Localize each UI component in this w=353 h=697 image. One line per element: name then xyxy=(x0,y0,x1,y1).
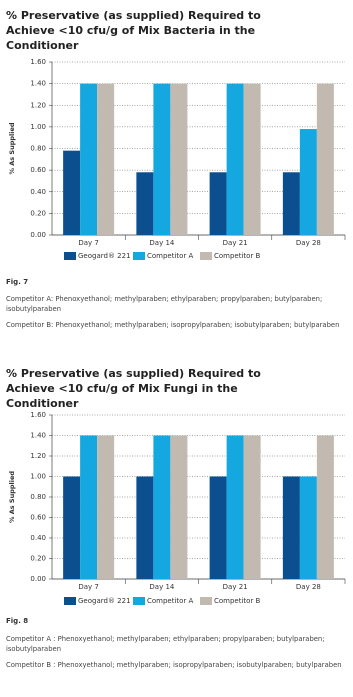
x-tick-label: Day 28 xyxy=(296,239,321,247)
y-tick-label: 0.60 xyxy=(30,514,46,522)
y-tick-label: 0.80 xyxy=(30,145,46,153)
chart-title: % Preservative (as supplied) Required to… xyxy=(6,367,261,410)
y-tick-label: 0.00 xyxy=(30,575,46,583)
y-tick-label: 0.20 xyxy=(30,555,46,563)
bar xyxy=(97,83,115,235)
bar xyxy=(136,476,154,579)
y-axis-label: % As Supplied xyxy=(8,471,16,523)
bar xyxy=(282,172,300,235)
figure-note: Competitor A: Phenoxyethanol; methylpara… xyxy=(6,295,323,313)
bar xyxy=(97,435,115,579)
legend-label: Geogard® 221 xyxy=(78,597,131,605)
chart-title: % Preservative (as supplied) Required to… xyxy=(6,9,261,52)
legend-label: Competitor A xyxy=(147,252,194,260)
legend-label: Competitor B xyxy=(214,597,261,605)
figure-label: Fig. 8 xyxy=(6,617,29,625)
y-tick-label: 1.00 xyxy=(30,473,46,481)
bar xyxy=(80,83,98,235)
legend-swatch xyxy=(64,597,76,605)
y-tick-label: 0.20 xyxy=(30,209,46,217)
bar xyxy=(226,435,244,579)
legend-swatch xyxy=(133,597,145,605)
legend-swatch xyxy=(200,597,212,605)
bar xyxy=(80,435,98,579)
bar xyxy=(282,476,300,579)
bar xyxy=(299,476,317,579)
legend-label: Geogard® 221 xyxy=(78,252,131,260)
y-tick-label: 0.00 xyxy=(30,231,46,239)
bar xyxy=(153,435,171,579)
legend-label: Competitor B xyxy=(214,252,261,260)
bar xyxy=(209,476,227,579)
y-tick-label: 1.60 xyxy=(30,58,46,66)
bar xyxy=(170,435,188,579)
x-tick-label: Day 14 xyxy=(149,239,175,247)
figure-label: Fig. 7 xyxy=(6,278,29,286)
bar xyxy=(226,83,244,235)
figure-note: Competitor B: Phenoxyethanol; methylpara… xyxy=(6,321,340,329)
legend-label: Competitor A xyxy=(147,597,194,605)
y-tick-label: 1.60 xyxy=(30,411,46,419)
y-tick-label: 1.40 xyxy=(30,80,46,88)
x-tick-label: Day 7 xyxy=(78,239,99,247)
bar xyxy=(63,150,81,235)
bar xyxy=(136,172,154,235)
bar xyxy=(316,435,334,579)
y-axis-label: % As Supplied xyxy=(8,122,16,174)
y-tick-label: 1.40 xyxy=(30,432,46,440)
x-tick-label: Day 21 xyxy=(223,583,248,591)
bar xyxy=(243,435,261,579)
x-tick-label: Day 21 xyxy=(223,239,248,247)
bar xyxy=(63,476,81,579)
y-tick-label: 1.20 xyxy=(30,452,46,460)
x-tick-label: Day 28 xyxy=(296,583,321,591)
bar xyxy=(153,83,171,235)
figure-note: Competitor A : Phenoxyethanol; methylpar… xyxy=(6,635,325,653)
y-tick-label: 0.60 xyxy=(30,166,46,174)
y-tick-label: 1.20 xyxy=(30,101,46,109)
x-tick-label: Day 14 xyxy=(149,583,175,591)
bar xyxy=(209,172,227,235)
legend-swatch xyxy=(64,252,76,260)
legend-swatch xyxy=(133,252,145,260)
y-tick-label: 0.80 xyxy=(30,493,46,501)
y-tick-label: 0.40 xyxy=(30,534,46,542)
x-tick-label: Day 7 xyxy=(78,583,99,591)
y-tick-label: 0.40 xyxy=(30,188,46,196)
figure-note: Competitor B : Phenoxyethanol; methylpar… xyxy=(6,661,342,669)
bar xyxy=(299,129,317,235)
legend-swatch xyxy=(200,252,212,260)
bar xyxy=(170,83,188,235)
bar xyxy=(243,83,261,235)
bar xyxy=(316,83,334,235)
y-tick-label: 1.00 xyxy=(30,123,46,131)
